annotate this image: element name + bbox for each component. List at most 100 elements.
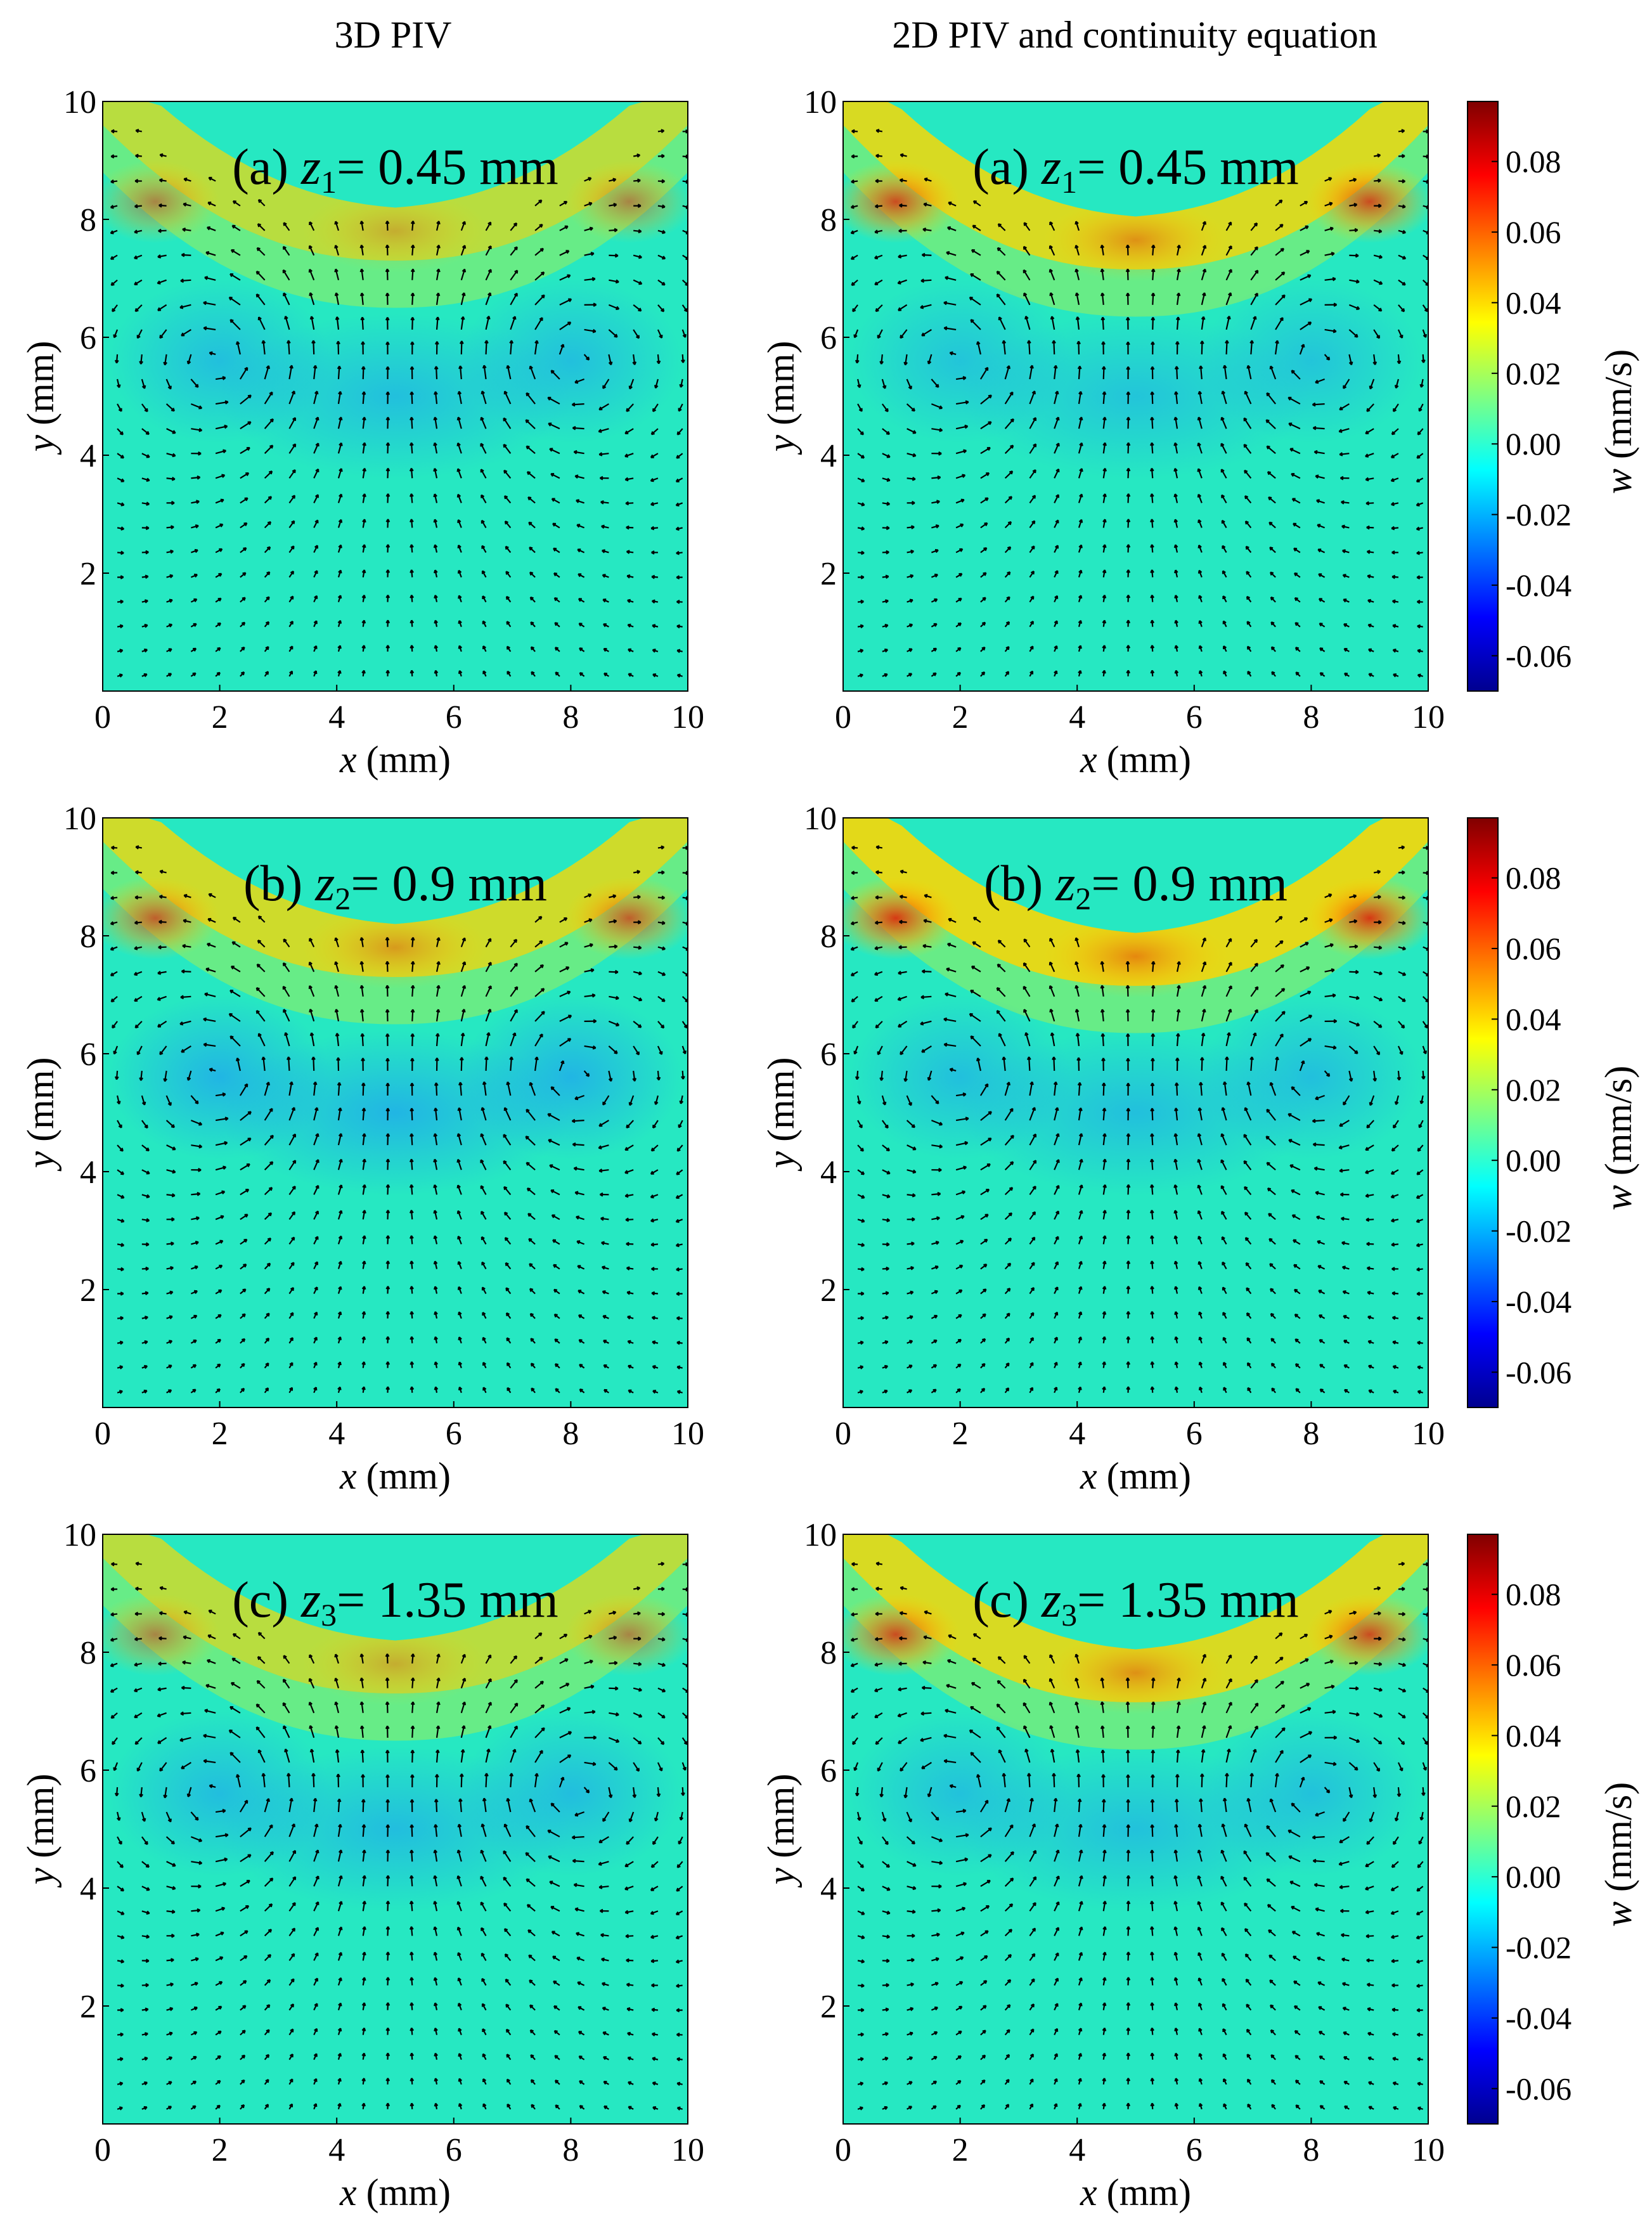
y-tick-label: 4 [820,1871,837,1907]
panel-5: 0 2 4 6 8 10 2 4 6 8 10 x (mm) y (mm) (c) z3= 1.35 mm [760,1517,1445,2213]
axes-frame [102,817,688,1408]
vortex-core [960,1030,1312,1196]
x-tick-label: 8 [1303,2132,1319,2168]
colorbar-tick-label: 0.04 [1506,285,1561,320]
colorbar-tick-label: -0.02 [1506,1930,1571,1965]
y-tick-label: 8 [80,202,96,238]
x-tick-label: 0 [94,2132,111,2168]
y-tick-label: 2 [80,556,96,592]
positive-w-band [103,1534,688,1694]
y-tick-label: 6 [820,320,837,356]
colorbar-tick-label: 0.04 [1506,1718,1561,1753]
panel-4: 0 2 4 6 8 10 2 4 6 8 10 x (mm) y (mm) (c) z3= 1.35 mm [20,1517,704,2213]
heatmap-field [843,818,1428,1407]
heatmap-field [103,101,688,691]
x-tick-label: 0 [835,1416,851,1452]
vector-field [850,129,1428,678]
vector-field [850,845,1428,1394]
y-axis-label: y (mm) [20,1774,61,1889]
y-tick-label: 2 [80,1989,96,2025]
colorbar-0: 0.08 0.06 0.04 0.02 0.00 -0.02 -0.04 -0.06 w (mm… [1467,101,1639,692]
heatmap-field [103,818,688,1407]
panel-title: (b) z2= 0.9 mm [243,856,547,916]
hot-spot [565,1593,688,1676]
free-surface-region [843,818,1428,933]
colorbar-tick-label: 0.08 [1506,1577,1561,1612]
free-surface-region [103,101,688,208]
colorbar-tick-label: -0.06 [1506,638,1571,673]
x-tick-label: 0 [835,2132,851,2168]
y-tick-label: 2 [820,556,837,592]
x-tick-label: 8 [562,1416,579,1452]
y-tick-label: 8 [80,919,96,955]
colorbar-tick-label: 0.00 [1506,426,1561,462]
x-tick-label: 10 [1412,1416,1445,1452]
y-axis-label: y (mm) [20,341,61,456]
y-tick-label: 2 [820,1272,837,1309]
panel-2: 0 2 4 6 8 10 2 4 6 8 10 x (mm) y (mm) (b) z2= 0.9 mm [20,801,704,1497]
transition-band [843,1558,1428,1750]
y-tick-label: 6 [80,1753,96,1789]
x-tick-label: 10 [1412,699,1445,735]
colorbar-tick-label: 0.06 [1506,931,1561,966]
transition-band [103,841,688,1025]
y-tick-label: 4 [820,1155,837,1191]
x-tick-label: 10 [671,699,704,735]
y-axis-label: y (mm) [760,1058,802,1172]
colorbar-tick-label: 0.00 [1506,1859,1561,1894]
y-tick-label: 10 [63,84,96,120]
y-tick-label: 4 [80,1155,96,1191]
y-tick-label: 8 [820,202,837,238]
axes-frame [102,1534,688,2125]
y-tick-label: 4 [80,1871,96,1907]
vector-field [110,129,688,678]
colorbar-tick-label: 0.02 [1506,1789,1561,1824]
panel-title: (a) z1= 0.45 mm [972,139,1299,200]
free-surface-region [843,1534,1428,1650]
hot-spot [1305,1593,1428,1676]
colorbar-tick-label: -0.06 [1506,1354,1571,1390]
axes-frame [842,817,1429,1408]
colorbar-tick-label: 0.06 [1506,214,1561,250]
y-tick-label: 10 [804,1517,837,1553]
colorbar-tick-label: 0.08 [1506,144,1561,179]
x-tick-label: 4 [1069,699,1085,735]
colorbar-tick-label: -0.02 [1506,1213,1571,1249]
transition-band [103,1558,688,1741]
vector-field [110,845,688,1394]
panel-0: 0 2 4 6 8 10 2 4 6 8 10 x (mm) y (mm) (a) z1= 0.45 mm [20,84,704,780]
transition-band [843,841,1428,1033]
vortex-core [219,1030,571,1196]
free-surface-region [103,818,688,924]
transition-band [103,125,688,308]
colorbar-label: w (mm/s) [1597,349,1639,494]
x-axis-label: x (mm) [1080,2171,1191,2213]
x-tick-label: 8 [1303,699,1319,735]
x-tick-label: 2 [952,1416,969,1452]
hot-spot [843,877,960,960]
y-tick-label: 10 [804,801,837,837]
x-tick-label: 4 [328,699,345,735]
hot-spot [1042,1631,1230,1714]
colorbar-scale [1467,817,1499,1408]
x-tick-label: 4 [328,2132,345,2168]
x-tick-label: 8 [1303,1416,1319,1452]
hot-spot [301,906,489,989]
colorbar-tick-label: -0.04 [1506,567,1571,603]
x-tick-label: 6 [446,699,462,735]
y-tick-label: 10 [63,1517,96,1553]
x-tick-label: 6 [1186,2132,1203,2168]
y-tick-label: 8 [80,1635,96,1671]
y-tick-label: 10 [63,801,96,837]
x-tick-label: 6 [1186,699,1203,735]
x-axis-label: x (mm) [1080,1455,1191,1497]
y-tick-label: 2 [820,1989,837,2025]
x-tick-label: 2 [212,1416,228,1452]
vortex-core [219,313,571,479]
heatmap-field [103,1534,688,2124]
panel-3: 0 2 4 6 8 10 2 4 6 8 10 x (mm) y (mm) (b) z2= 0.9 mm [760,801,1445,1497]
vortex-core [219,1746,571,1912]
colorbar-tick-label: 0.02 [1506,1072,1561,1108]
column-title-2d-piv: 2D PIV and continuity equation [892,14,1377,56]
